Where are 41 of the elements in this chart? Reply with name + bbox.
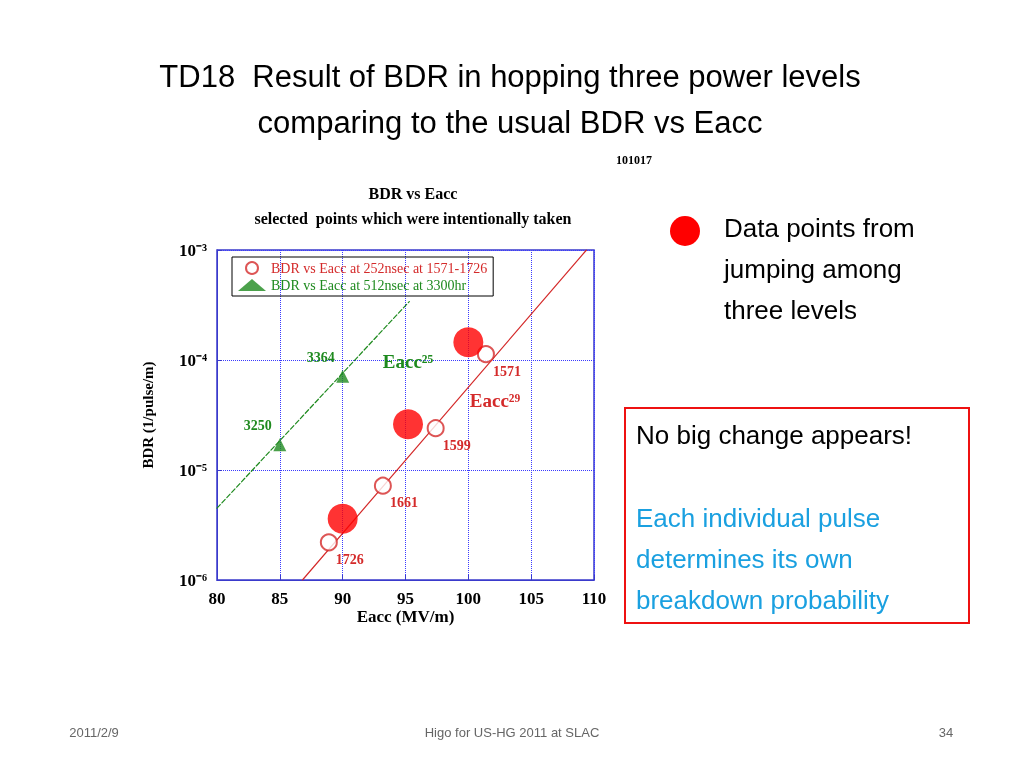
text: 34 [938, 724, 954, 740]
y-tick-label: 10⁻⁵ [178, 460, 207, 480]
annotation: Eacc²⁵ [382, 350, 434, 372]
legend-label: Data points from jumping among three levels [724, 212, 916, 327]
point [373, 476, 392, 495]
x-axis-title: Eacc (MV/m) [356, 607, 455, 626]
annotation: 1661 [389, 495, 418, 511]
legend-label: BDR vs Eacc at 252nsec at 1571-1726 [271, 260, 488, 276]
y-tick-label: 10⁻⁴ [178, 350, 207, 370]
text: 2011/2/9 [69, 724, 119, 740]
annotation: 1599 [442, 437, 471, 453]
annotation: 1726 [335, 551, 364, 567]
x-tick-label: 100 [455, 589, 482, 608]
point [327, 503, 358, 534]
point [319, 533, 338, 552]
annotation: 3250 [243, 418, 272, 434]
x-tick-label: 95 [397, 589, 414, 608]
point [476, 345, 495, 364]
point [426, 419, 445, 438]
x-tick-label: 80 [208, 589, 226, 608]
text: No big change appears! [636, 419, 914, 452]
x-tick-label: 105 [518, 589, 544, 608]
chart-title: TD18 Result of BDR in hopping three power levels comparing to the usual BDR vs Eacc [159, 58, 861, 140]
point [393, 409, 424, 440]
text: Higo for US-HG 2011 at SLAC [424, 724, 600, 740]
x-tick-label: 85 [271, 589, 289, 608]
annotation: 1571 [492, 363, 521, 379]
x-tick-label: 110 [581, 589, 607, 608]
text: 101017 [616, 153, 652, 167]
point [336, 369, 350, 383]
annotation: Eacc²⁹ [469, 389, 521, 411]
x-tick-label: 90 [334, 589, 352, 608]
y-tick-label: 10⁻⁶ [178, 570, 207, 590]
point [453, 327, 484, 358]
text: Each individual pulse determines its own breakdown probability [636, 502, 890, 617]
y-tick-label: 10⁻³ [178, 240, 207, 260]
point [273, 438, 287, 452]
chart-subtitle: BDR vs Eacc selected points which were intentionally taken [254, 185, 572, 228]
legend-label: BDR vs Eacc at 512nsec at 3300hr [271, 277, 467, 293]
y-axis-title: BDR (1/pulse/m) [139, 361, 157, 469]
annotation: 3364 [306, 349, 335, 365]
